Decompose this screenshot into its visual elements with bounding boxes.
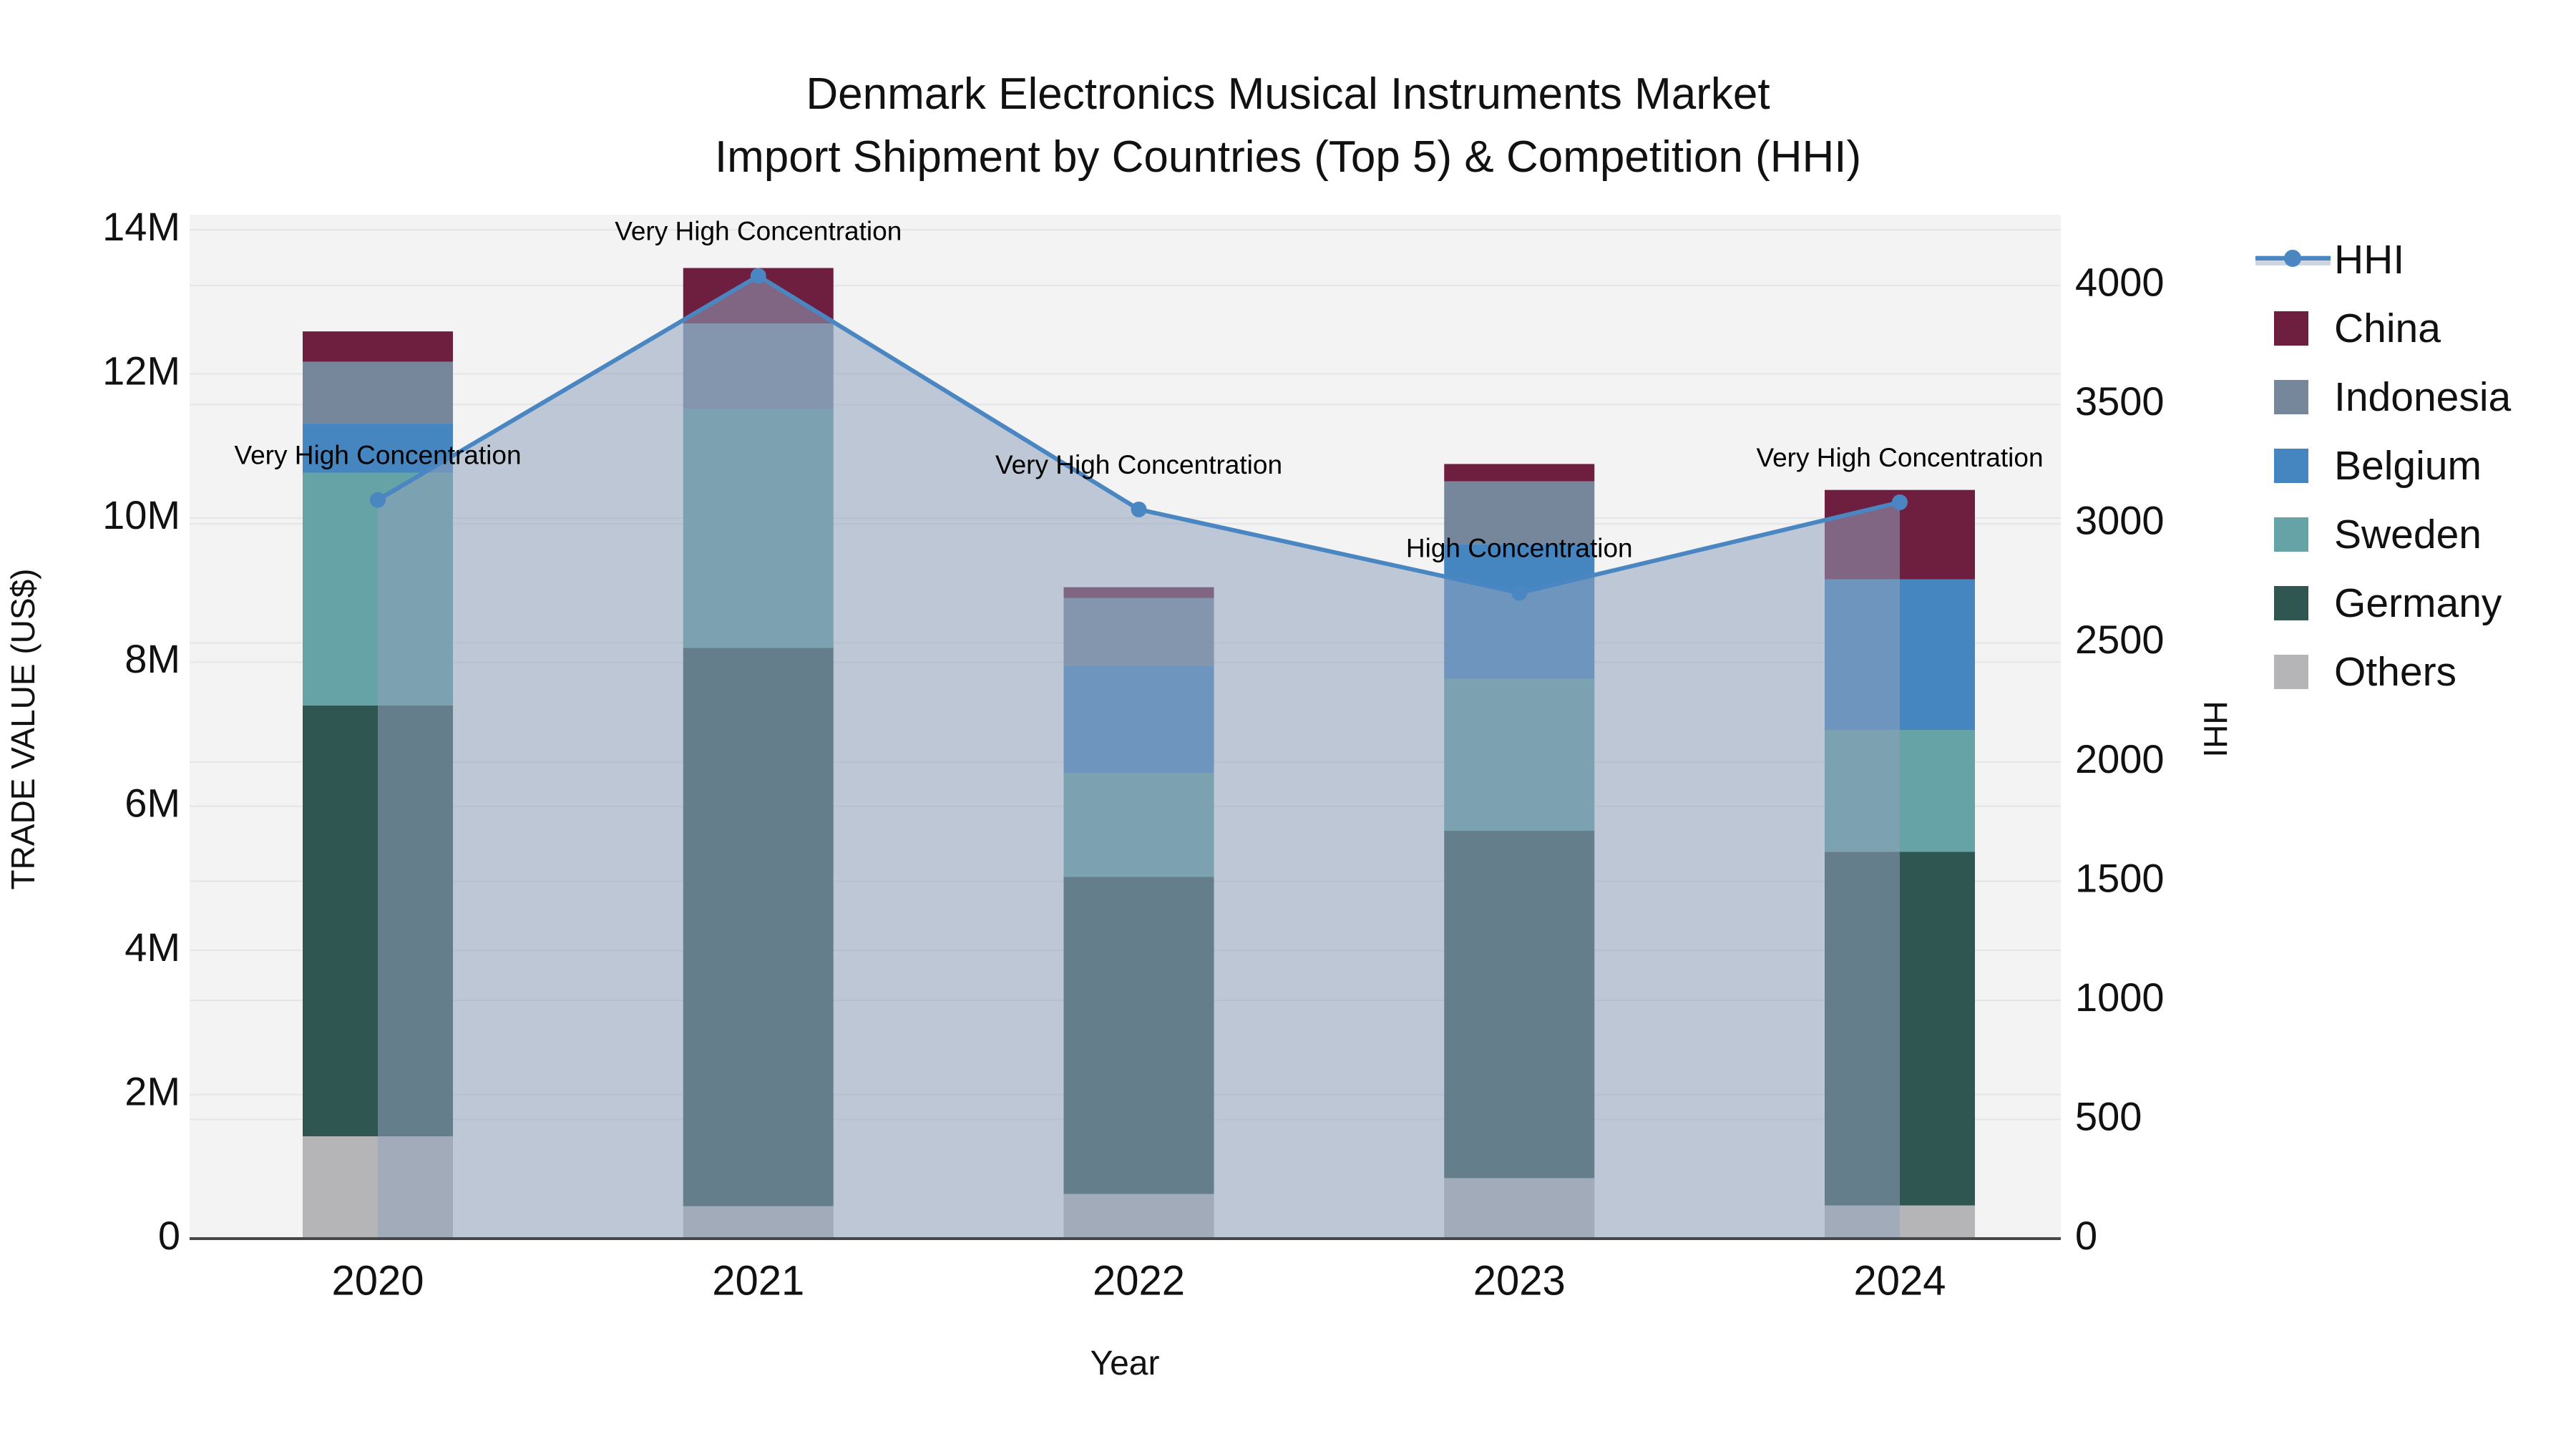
y-left-tick: 0 <box>158 1213 180 1258</box>
y-right-tick: 1000 <box>2075 975 2165 1020</box>
legend-swatch-sweden <box>2254 500 2334 569</box>
annotation-2021: Very High Concentration <box>615 217 902 246</box>
legend-label: Belgium <box>2334 443 2482 489</box>
belgium-swatch-icon <box>2274 449 2308 483</box>
annotation-2020: Very High Concentration <box>234 441 521 470</box>
y-left-tick: 10M <box>102 492 180 537</box>
x-axis-title: Year <box>1090 1345 1160 1382</box>
y-right-tick: 1500 <box>2075 855 2165 900</box>
legend-swatch-others <box>2254 638 2334 706</box>
china-swatch-icon <box>2274 311 2308 346</box>
chart-title: Denmark Electronics Musical Instruments … <box>0 63 2576 189</box>
y-left-tick: 2M <box>125 1068 180 1113</box>
hhi-marker-2021 <box>750 268 766 284</box>
legend-label: Sweden <box>2334 512 2482 557</box>
x-tick: 2023 <box>1473 1258 1566 1304</box>
bar-segment-belgium-2020 <box>303 424 453 473</box>
x-tick: 2020 <box>331 1258 424 1304</box>
legend: HHI China Indonesia Belgium Sweden Germany Oth… <box>2254 225 2569 706</box>
legend-label: Indonesia <box>2334 374 2512 420</box>
y-right-tick: 3500 <box>2075 379 2165 424</box>
hhi-marker-2020 <box>370 492 386 508</box>
germany-swatch-icon <box>2274 586 2308 620</box>
legend-item-belgium[interactable]: Belgium <box>2254 431 2569 500</box>
legend-swatch-china <box>2254 294 2334 363</box>
legend-item-sweden[interactable]: Sweden <box>2254 500 2569 569</box>
hhi-marker-2023 <box>1511 585 1528 601</box>
y-left-tick: 12M <box>102 348 180 393</box>
y-right-tick: 3000 <box>2075 498 2165 543</box>
y-right-tick: 0 <box>2075 1213 2097 1258</box>
legend-label: Others <box>2334 649 2457 695</box>
bar-segment-indonesia-2023 <box>1444 481 1595 545</box>
chart-title-line1: Denmark Electronics Musical Instruments … <box>806 69 1770 119</box>
indonesia-swatch-icon <box>2274 380 2308 414</box>
legend-item-germany[interactable]: Germany <box>2254 569 2569 638</box>
legend-label: HHI <box>2334 237 2405 283</box>
legend-swatch-hhi <box>2254 225 2334 294</box>
sweden-swatch-icon <box>2274 517 2308 552</box>
annotation-2024: Very High Concentration <box>1756 443 2043 472</box>
y-right-tick: 2000 <box>2075 736 2165 781</box>
hhi-area-fill <box>378 275 1900 1239</box>
hhi-line-icon <box>2255 250 2331 267</box>
x-tick: 2022 <box>1093 1258 1185 1304</box>
y-left-tick: 8M <box>125 636 180 681</box>
y-right-tick: 4000 <box>2075 260 2165 305</box>
legend-label: Germany <box>2334 580 2502 626</box>
legend-label: China <box>2334 306 2441 351</box>
chart-title-line2: Import Shipment by Countries (Top 5) & C… <box>714 132 1862 182</box>
y-left-tick: 4M <box>125 924 180 970</box>
legend-item-hhi[interactable]: HHI <box>2254 225 2569 294</box>
annotation-2022: Very High Concentration <box>995 450 1282 479</box>
others-swatch-icon <box>2274 655 2308 689</box>
y-right-tick: 500 <box>2075 1093 2142 1138</box>
y-right-tick: 2500 <box>2075 617 2165 662</box>
legend-item-china[interactable]: China <box>2254 294 2569 363</box>
x-tick: 2021 <box>712 1258 804 1304</box>
bar-segment-china-2023 <box>1444 464 1595 482</box>
x-tick: 2024 <box>1853 1258 1946 1304</box>
legend-item-others[interactable]: Others <box>2254 638 2569 706</box>
bar-segment-china-2020 <box>303 331 453 362</box>
legend-swatch-germany <box>2254 569 2334 638</box>
hhi-marker-2024 <box>1892 494 1908 510</box>
bar-segment-indonesia-2020 <box>303 361 453 424</box>
y-left-tick: 6M <box>125 781 180 826</box>
hhi-marker-2022 <box>1131 501 1147 517</box>
legend-swatch-belgium <box>2254 431 2334 500</box>
legend-swatch-indonesia <box>2254 363 2334 431</box>
legend-item-indonesia[interactable]: Indonesia <box>2254 363 2569 431</box>
y-left-tick: 14M <box>102 204 180 249</box>
annotation-2023: High Concentration <box>1406 534 1633 563</box>
